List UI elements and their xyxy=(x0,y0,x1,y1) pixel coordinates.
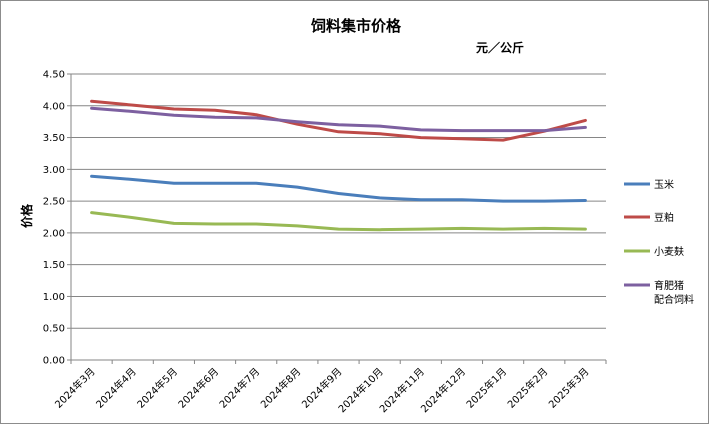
series-line-3 xyxy=(90,106,587,133)
x-tick-label: 2025年2月 xyxy=(505,365,551,411)
y-tick-label: 3.00 xyxy=(43,165,65,176)
x-tick-label: 2024年12月 xyxy=(418,365,468,415)
x-tick-label: 2024年5月 xyxy=(134,365,180,411)
chart-title: 饲料集市价格 xyxy=(310,17,402,35)
y-tick-label: 2.00 xyxy=(43,228,65,239)
legend-label: 小麦麸 xyxy=(654,245,684,258)
x-tick-label: 2024年4月 xyxy=(93,365,139,411)
y-axis-label: 价格 xyxy=(19,203,34,228)
y-tick-label: 0.00 xyxy=(43,356,65,367)
x-tick-label: 2025年3月 xyxy=(546,365,592,411)
y-tick-label: 0.50 xyxy=(43,324,65,335)
x-tick-label: 2025年1月 xyxy=(463,365,509,411)
legend-label: 豆粕 xyxy=(654,211,674,224)
y-tick-label: 1.00 xyxy=(43,292,65,303)
y-tick-labels: 0.00 0.50 1.00 1.50 2.00 2.50 3.00 3.50 4.00 4.50 xyxy=(43,70,65,367)
series-line-0 xyxy=(90,174,587,203)
axes xyxy=(67,73,607,364)
x-tick-labels: 2024年3月2024年4月2024年5月2024年6月2024年7月2024年… xyxy=(52,365,592,415)
x-tick-label: 2024年8月 xyxy=(258,365,304,411)
x-tick-label: 2024年6月 xyxy=(175,365,221,411)
legend-label: 育肥猪配合饲料 xyxy=(654,279,694,306)
series-line-1 xyxy=(90,99,587,142)
y-tick-label: 3.50 xyxy=(43,133,65,144)
chart-unit: 元／公斤 xyxy=(476,40,524,55)
x-tick-label: 2024年9月 xyxy=(299,365,345,411)
y-tick-label: 2.50 xyxy=(43,197,65,208)
x-tick-label: 2024年3月 xyxy=(52,365,98,411)
series-line-2 xyxy=(90,211,587,232)
y-tick-label: 4.00 xyxy=(43,101,65,112)
legend-label: 玉米 xyxy=(654,178,674,191)
y-tick-label: 1.50 xyxy=(43,260,65,271)
series-lines xyxy=(90,99,587,232)
y-tick-label: 4.50 xyxy=(43,70,65,81)
x-tick-label: 2024年7月 xyxy=(216,365,262,411)
